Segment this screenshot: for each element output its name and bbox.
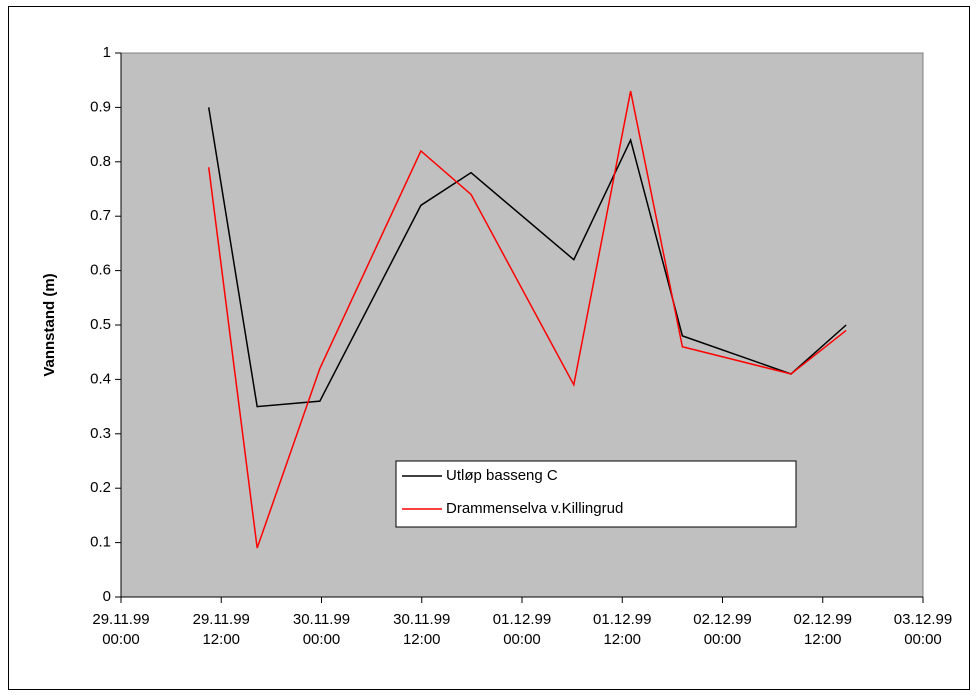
y-tick-label: 1	[103, 44, 111, 61]
legend	[395, 460, 797, 528]
legend-label: Utløp basseng C	[446, 467, 558, 484]
x-tick-label: 02.12.99 00:00	[693, 611, 752, 648]
y-tick-label: 0.8	[90, 153, 111, 170]
y-tick-label: 0.9	[90, 98, 111, 115]
x-tick-label: 29.11.99 12:00	[192, 611, 250, 648]
series-line	[207, 90, 847, 549]
x-tick-label: 29.11.99 00:00	[92, 611, 150, 648]
y-tick-label: 0.1	[90, 534, 111, 551]
y-tick-label: 0.2	[90, 479, 111, 496]
y-tick-label: 0.7	[90, 207, 111, 224]
x-tick-label: 02.12.99 12:00	[793, 611, 852, 648]
x-tick-label: 01.12.99 00:00	[492, 611, 552, 648]
y-tick-label: 0.6	[90, 262, 111, 279]
x-tick-label: 03.12.99 00:00	[893, 611, 953, 648]
y-tick-label: 0.4	[90, 370, 111, 387]
y-tick-label: 0	[103, 588, 111, 605]
y-axis-label: Vannstand (m)	[41, 273, 58, 376]
series-line	[207, 107, 847, 408]
y-tick-label: 0.5	[90, 316, 111, 333]
x-tick-label: 01.12.99 12:00	[593, 611, 652, 648]
x-tick-label: 30.11.99 00:00	[292, 611, 351, 648]
x-tick-label: 30.11.99 12:00	[393, 611, 451, 648]
y-tick-label: 0.3	[90, 425, 111, 442]
legend-label: Drammenselva v.Killingrud	[446, 500, 623, 517]
